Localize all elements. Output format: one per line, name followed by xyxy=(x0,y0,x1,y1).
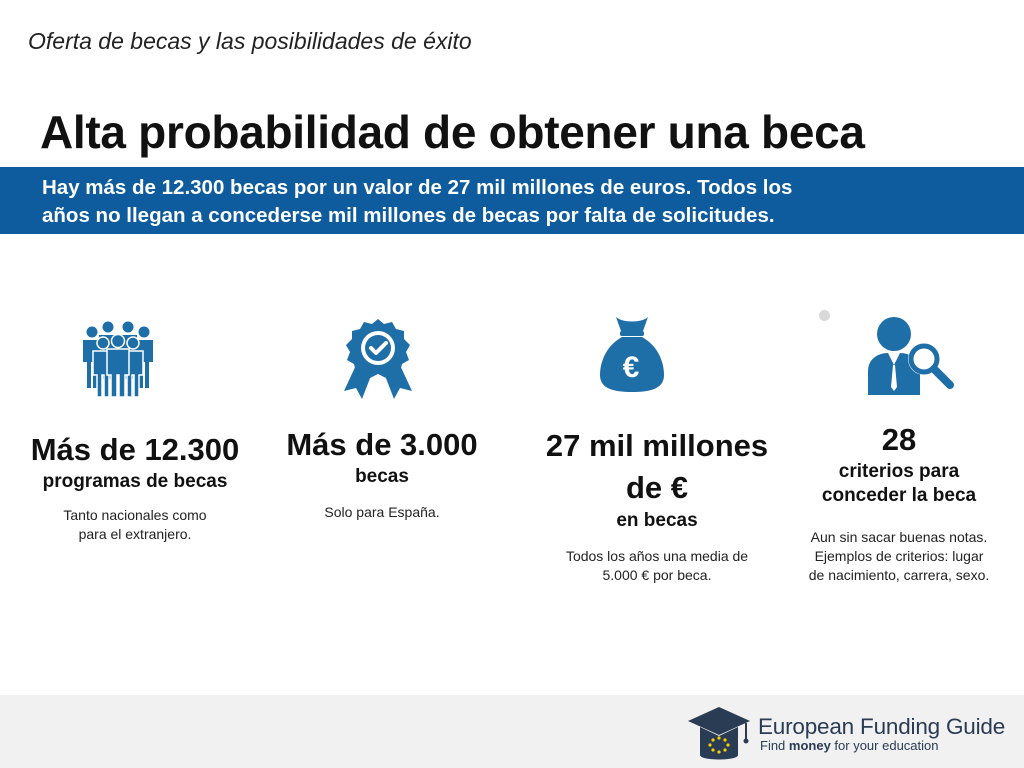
stat-label: becas xyxy=(355,466,409,487)
stat-headline: Más de 3.000 xyxy=(286,427,478,462)
page-title: Alta probabilidad de obtener una beca xyxy=(40,106,865,158)
stat-headline-line-1: 27 mil millones xyxy=(545,428,769,463)
people-group-icon xyxy=(83,321,153,398)
stat-label: criterios para conceder la beca xyxy=(821,461,977,506)
logo-name: European Funding Guide xyxy=(758,714,1006,739)
stat-scholarships: Más de 3.000 becas Solo para España. xyxy=(257,425,507,522)
page-subtitle: Oferta de becas y las posibilidades de é… xyxy=(28,28,472,54)
stat-headline-line-2: de € xyxy=(625,470,689,505)
stat-note: Aun sin sacar buenas notas. Ejemplos de … xyxy=(808,529,990,583)
stat-headline: 28 xyxy=(881,422,917,457)
money-bag-euro-icon: € xyxy=(600,317,664,392)
stat-headline: Más de 12.300 xyxy=(30,432,240,467)
stat-note: Solo para España. xyxy=(324,504,440,520)
person-magnifier-icon xyxy=(868,317,954,395)
stat-label: en becas xyxy=(616,510,698,531)
banner-text: Hay más de 12.300 becas por un valor de … xyxy=(42,174,1002,230)
banner-line-1: Hay más de 12.300 becas por un valor de … xyxy=(42,176,793,199)
award-badge-icon xyxy=(344,319,412,399)
svg-text:€: € xyxy=(623,351,640,384)
info-banner: Hay más de 12.300 becas por un valor de … xyxy=(0,167,1024,234)
footer xyxy=(0,695,1024,768)
graduation-cap-eu-icon xyxy=(688,707,750,760)
stat-amount: 27 mil millones de € en becas Todos los … xyxy=(507,425,807,585)
stat-criteria: 28 criterios para conceder la beca Aun s… xyxy=(779,420,1019,585)
logo-tagline: Find money for your education xyxy=(760,738,939,753)
decorative-dot xyxy=(819,310,830,321)
stat-note: Tanto nacionales como para el extranjero… xyxy=(63,507,207,542)
stat-programs: Más de 12.300 programas de becas Tanto n… xyxy=(10,430,260,544)
stat-note: Todos los años una media de 5.000 € por … xyxy=(565,548,749,583)
stat-label: programas de becas xyxy=(42,471,228,492)
banner-line-2: años no llegan a concederse mil millones… xyxy=(42,204,775,227)
